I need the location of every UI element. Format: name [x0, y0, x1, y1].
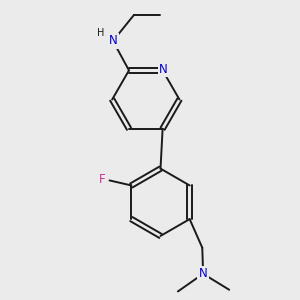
Text: N: N [199, 267, 208, 280]
Text: N: N [109, 34, 117, 47]
Text: H: H [97, 28, 104, 38]
Text: N: N [159, 63, 168, 76]
Text: F: F [99, 172, 105, 186]
